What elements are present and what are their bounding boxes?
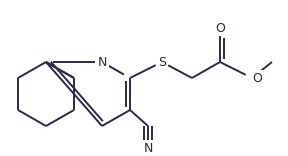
Text: N: N <box>97 56 107 68</box>
Text: O: O <box>215 22 225 34</box>
Text: N: N <box>143 141 153 154</box>
Text: S: S <box>158 56 166 68</box>
Text: O: O <box>252 71 262 85</box>
